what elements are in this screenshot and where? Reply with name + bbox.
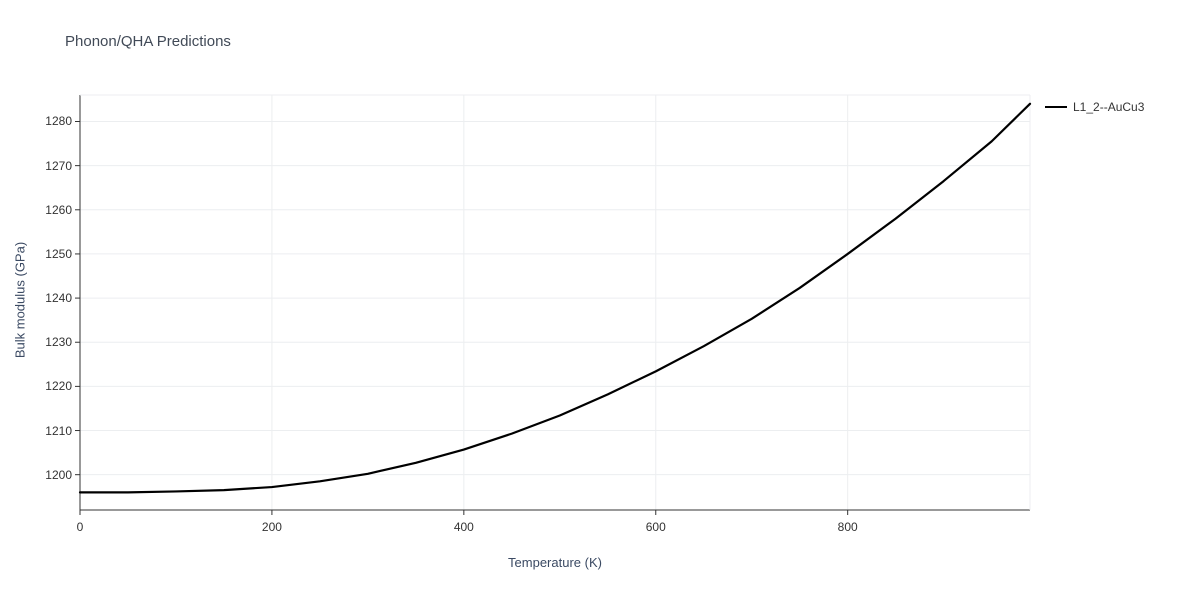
plot-area (80, 95, 1030, 510)
x-tick-label: 800 (838, 520, 858, 534)
y-tick-label: 1260 (45, 203, 72, 217)
y-tick-label: 1210 (45, 424, 72, 438)
y-tick-label: 1200 (45, 468, 72, 482)
x-axis-label: Temperature (K) (508, 555, 602, 570)
y-axis-label: Bulk modulus (GPa) (13, 242, 28, 358)
legend-label: L1_2--AuCu3 (1073, 100, 1144, 114)
y-tick-label: 1270 (45, 159, 72, 173)
chart-title: Phonon/QHA Predictions (65, 33, 231, 50)
chart-container: Phonon/QHA Predictions Bulk modulus (GPa… (0, 0, 1200, 600)
x-tick-label: 200 (262, 520, 282, 534)
y-tick-label: 1280 (45, 114, 72, 128)
legend-swatch (1045, 106, 1067, 108)
y-tick-label: 1240 (45, 291, 72, 305)
y-tick-label: 1220 (45, 379, 72, 393)
legend: L1_2--AuCu3 (1045, 100, 1144, 114)
x-tick-label: 0 (77, 520, 84, 534)
y-tick-label: 1230 (45, 335, 72, 349)
x-tick-label: 600 (646, 520, 666, 534)
x-tick-label: 400 (454, 520, 474, 534)
y-tick-label: 1250 (45, 247, 72, 261)
